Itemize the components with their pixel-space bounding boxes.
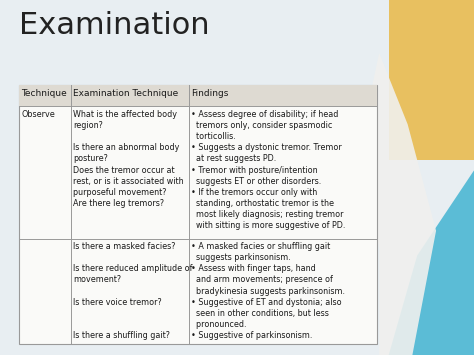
Text: Technique: Technique — [21, 89, 67, 98]
Text: Findings: Findings — [191, 89, 228, 98]
Text: • A masked facies or shuffling gait
  suggests parkinsonism.
• Assess with finge: • A masked facies or shuffling gait sugg… — [191, 242, 346, 340]
Text: Observe: Observe — [21, 110, 55, 119]
Text: Examination: Examination — [19, 11, 210, 40]
Text: What is the affected body
region?

Is there an abnormal body
posture?
Does the t: What is the affected body region? Is the… — [73, 110, 184, 208]
Text: Examination Technique: Examination Technique — [73, 89, 179, 98]
Text: • Assess degree of disability; if head
  tremors only, consider spasmodic
  tort: • Assess degree of disability; if head t… — [191, 110, 346, 230]
Text: Is there a masked facies?

Is there reduced amplitude of
movement?

Is there voi: Is there a masked facies? Is there reduc… — [73, 242, 193, 340]
